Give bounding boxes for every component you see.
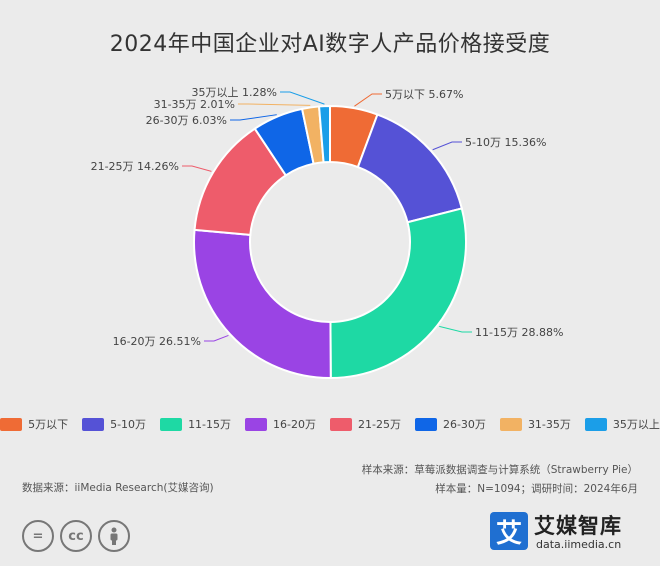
legend-swatch: [330, 417, 352, 431]
legend-swatch: [584, 417, 607, 431]
person-glyph: [110, 527, 118, 545]
sample-info: 样本量：N=1094；调研时间：2024年6月: [435, 483, 638, 495]
leader-line-1: [432, 141, 462, 151]
legend: 5万以下 5-10万 11-15万 16-20万 21-25万 26-30万 31-35万 3…: [0, 416, 660, 432]
data-label-6: 31-35万 2.01%: [154, 98, 235, 111]
leader-line-0: [354, 93, 382, 107]
logo: 艾 艾媒智库 data.iimedia.cn: [470, 504, 660, 566]
person-icon: [98, 520, 130, 552]
data-label-7: 35万以上 1.28%: [192, 86, 277, 99]
legend-label: 11-15万: [188, 418, 232, 431]
legend-swatch: [0, 417, 23, 431]
legend-swatch: [160, 417, 183, 431]
legend-item-4[interactable]: 21-25万: [330, 416, 401, 432]
legend-swatch: [82, 417, 105, 431]
legend-label: 21-25万: [358, 418, 401, 431]
equals-icon: =: [22, 520, 54, 552]
slice-3: [193, 228, 332, 379]
legend-label: 31-35万: [527, 418, 571, 431]
cc-icon: cc: [60, 520, 92, 552]
legend-item-1[interactable]: 5-10万: [82, 416, 146, 432]
logo-name: 艾媒智库: [534, 514, 622, 538]
slice-2: [329, 207, 467, 380]
leader-line-6: [238, 103, 311, 106]
legend-item-2[interactable]: 11-15万: [160, 416, 231, 432]
leader-line-7: [280, 91, 325, 105]
legend-label: 5万以下: [28, 418, 69, 431]
legend-swatch: [499, 417, 522, 431]
legend-item-7[interactable]: 35万以上: [584, 416, 660, 432]
leader-line-5: [230, 114, 277, 121]
legend-item-3[interactable]: 16-20万: [245, 416, 316, 432]
logo-url: data.iimedia.cn: [536, 538, 622, 551]
legend-label: 35万以上: [612, 418, 660, 431]
data-source: 数据来源：iiMedia Research(艾媒咨询): [22, 482, 214, 494]
sample-source: 样本来源：草莓派数据调查与计算系统（Strawberry Pie）: [361, 464, 638, 476]
data-label-5: 26-30万 6.03%: [146, 114, 227, 127]
logo-mark: 艾: [490, 512, 528, 550]
leader-line-2: [439, 325, 472, 333]
leader-line-4: [182, 165, 212, 172]
legend-item-0[interactable]: 5万以下: [0, 416, 68, 432]
data-label-3: 16-20万 26.51%: [113, 335, 201, 348]
donut-chart: 5万以下 5.67% 5-10万 15.36% 11-15万 28.88% 16-20…: [91, 86, 563, 380]
license-icons: = cc: [22, 520, 130, 552]
chart-title: 2024年中国企业对AI数字人产品价格接受度: [109, 32, 551, 57]
data-label-0: 5万以下 5.67%: [385, 88, 463, 101]
data-label-2: 11-15万 28.88%: [475, 326, 563, 339]
legend-swatch: [414, 417, 437, 431]
data-label-4: 21-25万 14.26%: [91, 160, 179, 173]
legend-label: 5-10万: [110, 418, 147, 431]
slice-1: [356, 113, 464, 224]
source-block: 样本来源：草莓派数据调查与计算系统（Strawberry Pie） 样本量：N=…: [362, 461, 638, 499]
legend-label: 26-30万: [442, 418, 486, 431]
slice-7: [317, 104, 331, 164]
legend-item-6[interactable]: 31-35万: [499, 416, 571, 432]
legend-item-5[interactable]: 26-30万: [414, 416, 486, 432]
leader-line-3: [204, 334, 229, 342]
legend-swatch: [245, 417, 268, 431]
legend-label: 16-20万: [273, 418, 316, 431]
data-label-1: 5-10万 15.36%: [465, 136, 546, 149]
